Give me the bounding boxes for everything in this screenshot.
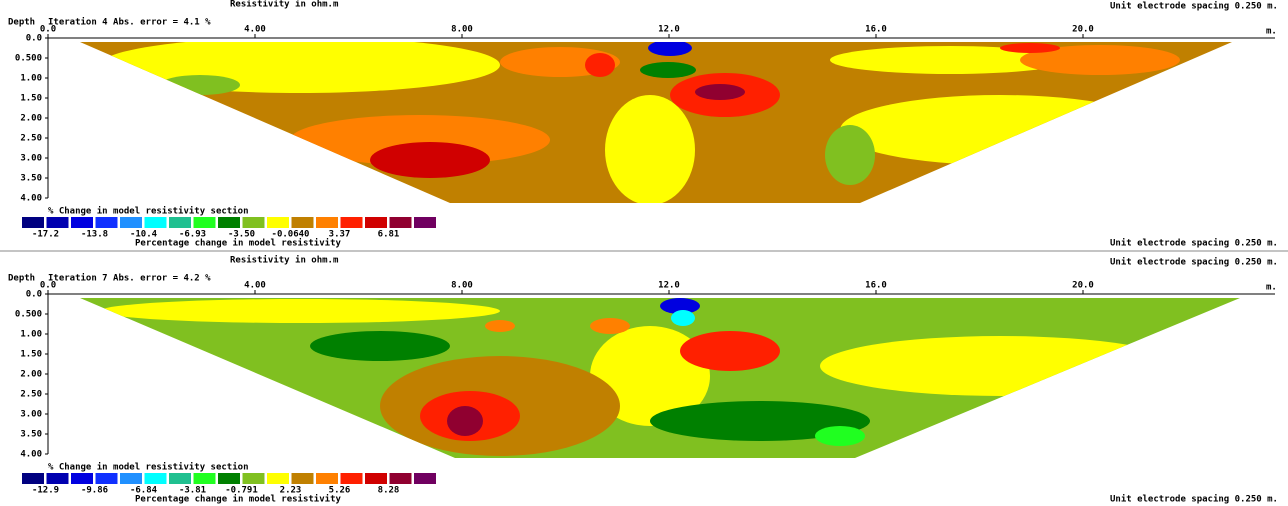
footer: Unit electrode spacing 0.250 m. — [1110, 494, 1278, 505]
legend-title: % Change in model resistivity section — [48, 462, 248, 473]
legend-swatch — [365, 473, 387, 484]
y-tick-label: 3.00 — [20, 154, 42, 164]
y-tick-label: 0.0 — [26, 34, 42, 44]
legend-swatch — [193, 217, 216, 228]
legend-swatch — [218, 473, 240, 484]
x-tick-label: 4.00 — [244, 25, 266, 35]
legend-swatch — [95, 217, 118, 228]
section-image — [80, 42, 1232, 203]
legend-value: -12.9 — [32, 486, 59, 496]
legend-swatch — [291, 473, 314, 484]
note: Unit electrode spacing 0.250 m. — [1110, 1, 1278, 12]
legend-swatch — [267, 473, 289, 484]
legend-value: 3.37 — [329, 230, 351, 240]
legend-swatch — [46, 473, 69, 484]
legend-caption: Percentage change in model resistivity — [135, 238, 341, 249]
y-tick-label: 0.0 — [26, 290, 42, 300]
y-axis-label: Depth — [8, 18, 35, 28]
y-tick-label: 1.50 — [20, 350, 42, 360]
legend-swatch — [71, 473, 93, 484]
x-tick-label: 20.0 — [1072, 25, 1094, 35]
legend-swatch — [71, 217, 93, 228]
y-tick-label: 1.00 — [20, 74, 42, 84]
x-tick-label: 16.0 — [865, 25, 887, 35]
legend-swatch — [46, 217, 69, 228]
title: Resistivity in ohm.m — [230, 255, 339, 266]
legend-value: 8.28 — [378, 486, 400, 496]
legend-swatch — [316, 217, 338, 228]
legend-value: 2.23 — [280, 486, 302, 496]
legend-swatch — [218, 217, 240, 228]
y-tick-label: 0.500 — [15, 310, 42, 320]
legend-value: -0.791 — [225, 486, 258, 496]
y-tick-label: 2.00 — [20, 370, 42, 380]
legend-swatch — [22, 473, 44, 484]
legend-swatch — [22, 217, 44, 228]
legend-value: -3.50 — [228, 230, 255, 240]
legend-value: -13.8 — [81, 230, 108, 240]
legend-swatch — [169, 217, 191, 228]
y-tick-label: 3.50 — [20, 430, 42, 440]
y-tick-label: 0.500 — [15, 54, 42, 64]
legend-swatch — [316, 473, 338, 484]
x-tick-label: 8.00 — [451, 281, 473, 291]
y-tick-label: 2.00 — [20, 114, 42, 124]
legend-value: -10.4 — [130, 230, 158, 240]
x-tick-label: 16.0 — [865, 281, 887, 291]
x-unit: m. — [1266, 27, 1277, 37]
y-tick-label: 1.00 — [20, 330, 42, 340]
footer: Unit electrode spacing 0.250 m. — [1110, 238, 1278, 249]
legend-swatch — [144, 473, 167, 484]
note: Unit electrode spacing 0.250 m. — [1110, 257, 1278, 268]
legend-swatch — [414, 473, 436, 484]
x-tick-label: 12.0 — [658, 25, 680, 35]
legend-swatch — [389, 217, 412, 228]
y-tick-label: 4.00 — [20, 194, 42, 204]
legend-value: 6.81 — [378, 230, 400, 240]
title: Resistivity in ohm.m — [230, 0, 339, 10]
legend-swatch — [242, 217, 265, 228]
x-tick-label: 12.0 — [658, 281, 680, 291]
legend-swatch — [291, 217, 314, 228]
legend-swatch — [389, 473, 412, 484]
x-tick-label: 0.0 — [40, 25, 56, 35]
legend-swatch — [414, 217, 436, 228]
y-tick-label: 2.50 — [20, 134, 42, 144]
legend-value: -17.2 — [32, 230, 59, 240]
x-tick-label: 4.00 — [244, 281, 266, 291]
legend-swatch — [340, 473, 363, 484]
y-axis-label: Depth — [8, 274, 35, 284]
y-tick-label: 3.50 — [20, 174, 42, 184]
x-tick-label: 20.0 — [1072, 281, 1094, 291]
legend-value: -0.0640 — [272, 230, 310, 240]
legend-value: 5.26 — [329, 486, 351, 496]
legend-value: -9.86 — [81, 486, 108, 496]
subtitle: Iteration 4 Abs. error = 4.1 % — [48, 17, 211, 28]
legend-value: -6.93 — [179, 230, 206, 240]
legend-swatch — [144, 217, 167, 228]
y-tick-label: 3.00 — [20, 410, 42, 420]
legend-caption: Percentage change in model resistivity — [135, 494, 341, 505]
legend-swatch — [193, 473, 216, 484]
legend-swatch — [365, 217, 387, 228]
y-tick-label: 4.00 — [20, 450, 42, 460]
legend-swatch — [242, 473, 265, 484]
legend-swatch — [169, 473, 191, 484]
legend-title: % Change in model resistivity section — [48, 206, 248, 217]
legend-value: -3.81 — [179, 486, 206, 496]
legend-value: -6.84 — [130, 486, 158, 496]
legend-swatch — [120, 473, 142, 484]
legend-swatch — [95, 473, 118, 484]
legend-swatch — [340, 217, 363, 228]
x-unit: m. — [1266, 283, 1277, 293]
legend-swatch — [120, 217, 142, 228]
x-tick-label: 0.0 — [40, 281, 56, 291]
subtitle: Iteration 7 Abs. error = 4.2 % — [48, 273, 211, 284]
legend-swatch — [267, 217, 289, 228]
x-tick-label: 8.00 — [451, 25, 473, 35]
y-tick-label: 1.50 — [20, 94, 42, 104]
y-tick-label: 2.50 — [20, 390, 42, 400]
